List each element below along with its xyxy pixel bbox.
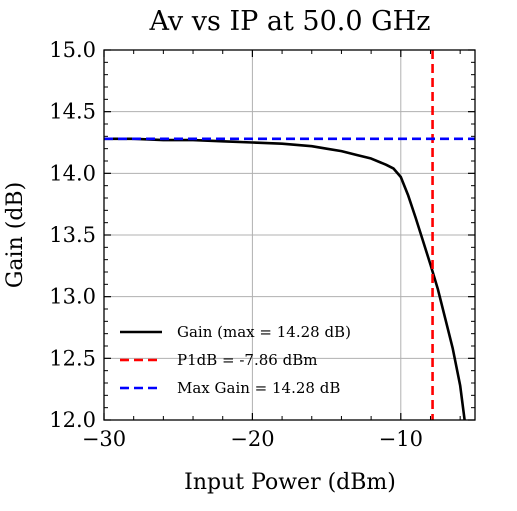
y-tick-label: 13.5 — [49, 223, 96, 247]
y-tick-label: 14.5 — [49, 100, 96, 124]
x-axis-label: Input Power (dBm) — [184, 470, 396, 495]
y-tick-label: 13.0 — [49, 285, 96, 309]
series-layer — [104, 50, 475, 420]
x-tick-label: −30 — [82, 427, 126, 451]
x-tick-label: −20 — [230, 427, 274, 451]
series-0-line — [104, 137, 466, 420]
legend: Gain (max = 14.28 dB) P1dB = -7.86 dBm Max… — [120, 323, 351, 397]
y-tick-label: 14.0 — [49, 161, 96, 185]
legend-label-1: P1dB = -7.86 dBm — [177, 351, 317, 369]
tick-layer: −30 −20 −10 12.0 12.5 13.0 13.5 14.0 14.5 15.0 — [49, 38, 475, 451]
chart-title: Av vs IP at 50.0 GHz — [149, 6, 431, 37]
legend-label-0: Gain (max = 14.28 dB) — [177, 323, 351, 341]
y-axis-label: Gain (dB) — [3, 182, 28, 288]
x-tick-label: −10 — [379, 427, 423, 451]
legend-label-2: Max Gain = 14.28 dB — [177, 379, 340, 397]
y-tick-label: 12.0 — [49, 408, 96, 432]
y-tick-label: 12.5 — [49, 346, 96, 370]
plot-frame — [103, 49, 476, 421]
y-tick-label: 15.0 — [49, 38, 96, 62]
